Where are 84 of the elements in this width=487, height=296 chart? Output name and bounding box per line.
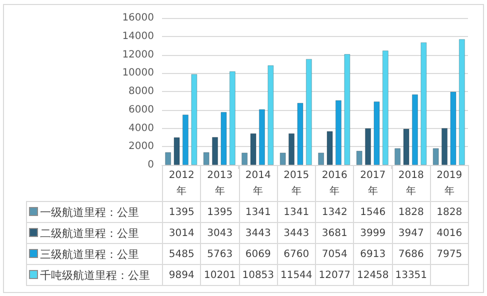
data-label: 7054 (316, 244, 354, 264)
data-label: 13351 (392, 264, 430, 286)
data-label: 1828 (392, 202, 430, 222)
bar (280, 152, 286, 165)
data-label: 1342 (316, 202, 354, 222)
data-label: 3014 (162, 222, 201, 244)
bar (306, 58, 312, 165)
bar (212, 137, 218, 165)
data-label: 5763 (200, 244, 239, 264)
bar (394, 148, 401, 165)
data-label: 9894 (162, 264, 201, 286)
bar (203, 152, 210, 165)
bar (442, 128, 448, 165)
bar (182, 114, 188, 165)
y-tick-label: 16000 (122, 12, 154, 24)
bar (318, 152, 324, 165)
bar (450, 92, 456, 165)
x-tick-label: 2016年 (316, 166, 354, 202)
bar (220, 112, 227, 165)
data-label: 6069 (239, 244, 278, 264)
data-label: 1828 (430, 202, 468, 222)
bar (458, 39, 465, 165)
bar (403, 128, 410, 165)
data-label: 1341 (239, 202, 278, 222)
y-tick-label: 4000 (128, 122, 154, 134)
legend-label: 三级航道里程：公里 (26, 244, 162, 264)
x-tick-label: 2019年 (430, 166, 468, 202)
bar (297, 102, 304, 165)
data-label: 1395 (162, 202, 201, 222)
x-tick-label: 2014年 (239, 166, 278, 202)
x-tick-label: 2013年 (200, 166, 239, 202)
bar (374, 101, 380, 165)
bar (174, 137, 180, 165)
y-tick-label: 2000 (128, 141, 154, 152)
bar (335, 100, 342, 165)
bar (420, 42, 427, 165)
y-tick-label: 0 (148, 160, 154, 170)
bar (326, 131, 333, 165)
data-label: 7686 (392, 244, 430, 264)
data-label: 7975 (430, 244, 468, 264)
x-tick-label: 2015年 (277, 166, 316, 202)
data-label: 3443 (277, 222, 316, 244)
data-label: 1341 (277, 202, 316, 222)
x-tick-label: 2012年 (162, 166, 201, 202)
bar (365, 128, 372, 165)
data-label: 3043 (200, 222, 239, 244)
bar (412, 94, 418, 165)
data-label: 1546 (354, 202, 392, 222)
bar (242, 152, 248, 165)
legend-label: 一级航道里程：公里 (26, 202, 162, 222)
data-label: 3999 (354, 222, 392, 244)
data-label: 10853 (239, 264, 278, 286)
data-label: 3443 (239, 222, 278, 244)
bar (288, 133, 295, 165)
legend-label: 千吨级航道里程：公里 (26, 264, 162, 286)
bar (250, 133, 256, 165)
data-label: 12458 (354, 264, 392, 286)
data-label: 11544 (277, 264, 316, 286)
bar (229, 71, 236, 165)
y-tick-label: 12000 (122, 49, 154, 60)
x-tick-label: 2018年 (392, 166, 430, 202)
data-label: 3947 (392, 222, 430, 244)
bar (344, 54, 350, 165)
y-tick-label: 10000 (122, 68, 154, 79)
data-label: 3681 (316, 222, 354, 244)
y-tick-label: 6000 (128, 104, 154, 116)
y-tick-label: 8000 (128, 86, 154, 97)
data-label: 4016 (430, 222, 468, 244)
data-label: 1395 (200, 202, 239, 222)
bar (268, 65, 274, 165)
x-tick-label: 2017年 (354, 166, 392, 202)
bar (382, 50, 388, 165)
data-label: 10201 (200, 264, 239, 286)
bar (258, 109, 265, 165)
legend-label: 二级航道里程：公里 (26, 222, 162, 244)
bar (432, 148, 439, 165)
data-label: 12077 (316, 264, 354, 286)
y-tick-label: 14000 (122, 30, 154, 42)
bar (165, 152, 172, 165)
bar (356, 150, 362, 165)
data-label: 6760 (277, 244, 316, 264)
bar (191, 74, 198, 165)
data-label: 6913 (354, 244, 392, 264)
data-label: 5485 (162, 244, 201, 264)
